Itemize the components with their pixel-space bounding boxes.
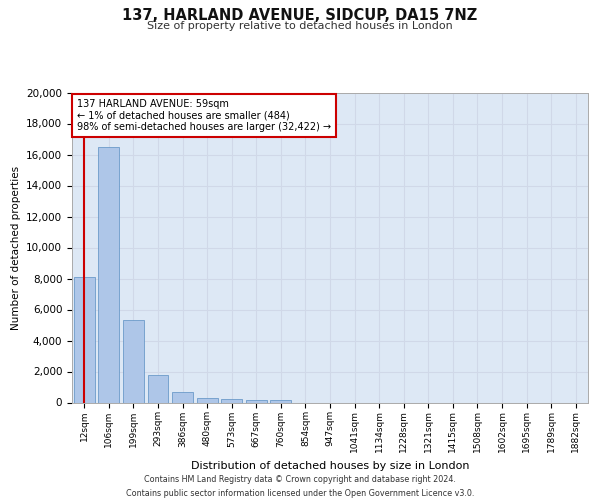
- Text: 137 HARLAND AVENUE: 59sqm
← 1% of detached houses are smaller (484)
98% of semi-: 137 HARLAND AVENUE: 59sqm ← 1% of detach…: [77, 98, 331, 132]
- Bar: [148, 374, 169, 402]
- Text: 137, HARLAND AVENUE, SIDCUP, DA15 7NZ: 137, HARLAND AVENUE, SIDCUP, DA15 7NZ: [122, 8, 478, 22]
- Text: Size of property relative to detached houses in London: Size of property relative to detached ho…: [147, 21, 453, 31]
- Bar: [271, 400, 292, 402]
- Y-axis label: Number of detached properties: Number of detached properties: [11, 166, 20, 330]
- Bar: [123, 320, 144, 402]
- Bar: [98, 147, 119, 403]
- Text: Contains HM Land Registry data © Crown copyright and database right 2024.
Contai: Contains HM Land Registry data © Crown c…: [126, 476, 474, 498]
- Bar: [197, 398, 218, 402]
- Bar: [74, 277, 95, 402]
- Bar: [172, 392, 193, 402]
- Bar: [221, 400, 242, 402]
- Bar: [246, 400, 267, 402]
- X-axis label: Distribution of detached houses by size in London: Distribution of detached houses by size …: [191, 460, 469, 470]
